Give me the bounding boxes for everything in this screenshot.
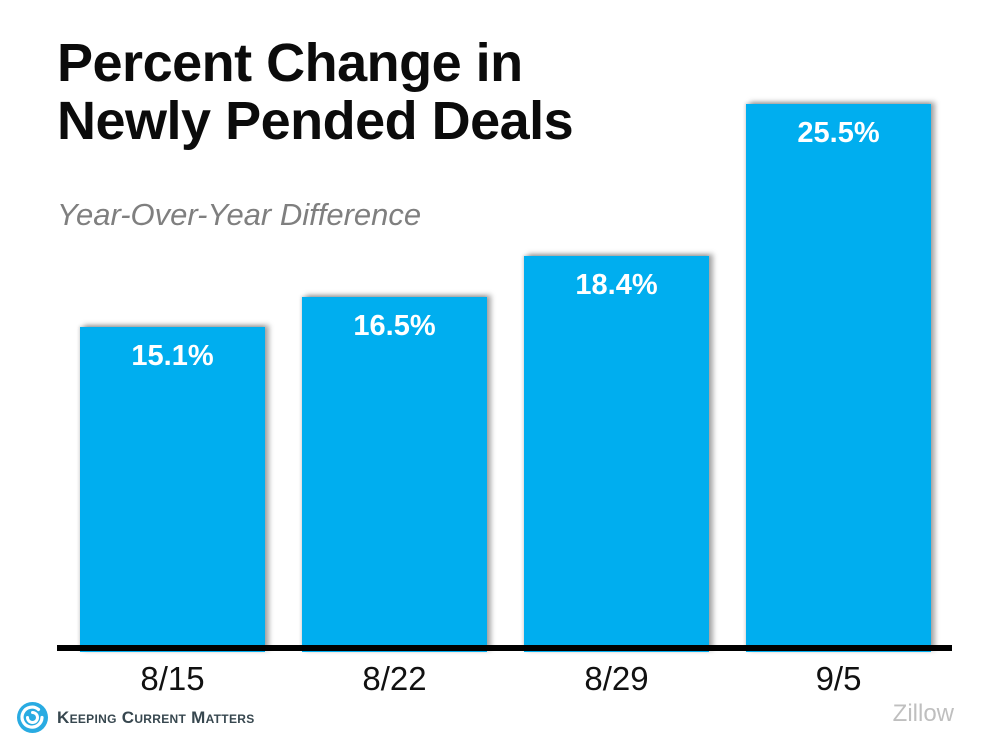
bar-value-label: 18.4% [575,269,658,301]
bar-value-label: 16.5% [353,310,436,342]
category-label: 8/15 [140,660,205,697]
bar-8/15: 15.1% [80,327,265,652]
chart-subtitle: Year-Over-Year Difference [57,197,422,232]
bar-value-label: 25.5% [797,117,880,149]
brand-logo: Keeping Current Matters [16,701,255,734]
bar-9/5: 25.5% [746,104,931,652]
category-label: 9/5 [815,660,862,697]
kcm-swirl-icon [17,702,48,733]
bar-value-label: 15.1% [131,340,214,372]
bar-8/29: 18.4% [524,256,709,652]
bar-8/22: 16.5% [302,297,487,652]
category-label: 8/29 [584,660,649,697]
source-label: Zillow [892,700,954,727]
chart-title: Percent Change in Newly Pended Deals [57,33,574,151]
x-axis-line [57,645,952,651]
category-label: 8/22 [362,660,427,697]
brand-name: Keeping Current Matters [57,707,255,727]
